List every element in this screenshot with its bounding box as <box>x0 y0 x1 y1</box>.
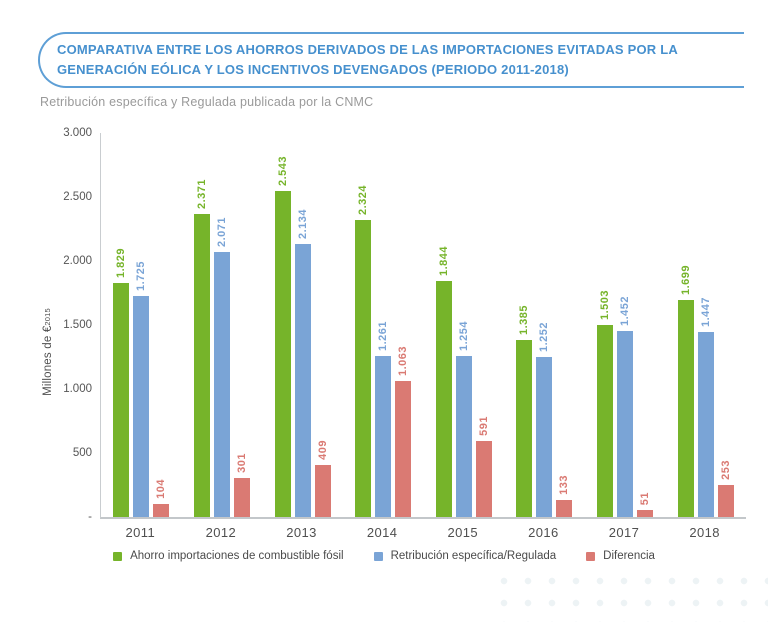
bar-value-label: 1.725 <box>135 260 147 291</box>
bar-value-label: 1.829 <box>115 247 127 278</box>
bar-2013-series-1 <box>295 244 311 517</box>
legend-item-0: Ahorro importaciones de combustible fósi… <box>113 550 344 562</box>
bar-2018-series-1 <box>698 332 714 517</box>
bar-2017-series-1 <box>617 331 633 517</box>
bar-2016-series-2 <box>556 500 572 517</box>
bar-2017-series-0 <box>597 325 613 517</box>
bar-2014-series-2 <box>395 381 411 517</box>
bar-value-label: 1.385 <box>518 304 530 335</box>
x-axis-label-2014: 2014 <box>366 525 398 540</box>
y-tick-label: 2.000 <box>63 255 92 267</box>
bar-2016-series-0 <box>516 340 532 517</box>
bar-value-label: 1.447 <box>700 296 712 327</box>
bar-value-label: 1.254 <box>458 320 470 351</box>
x-axis-label-2018: 2018 <box>689 525 720 540</box>
bar-2011-series-1 <box>133 296 149 517</box>
bar-2012-series-2 <box>234 478 250 517</box>
page-subtitle: Retribución específica y Regulada public… <box>40 95 374 109</box>
legend-item-2: Diferencia <box>586 550 655 562</box>
y-tick-label: 2.500 <box>63 191 92 203</box>
legend-item-1: Retribución específica/Regulada <box>373 550 557 562</box>
x-axis-label-2011: 2011 <box>125 525 156 540</box>
bar-2013-series-0 <box>275 191 291 517</box>
y-tick-label: 3.000 <box>63 127 92 139</box>
bar-2018-series-0 <box>678 300 694 517</box>
bar-value-label: 409 <box>317 440 329 460</box>
bar-value-label: 1.699 <box>680 264 692 295</box>
bar-value-label: 51 <box>639 491 651 505</box>
bar-value-label: 1.252 <box>538 321 550 352</box>
x-axis-label-2013: 2013 <box>286 525 317 540</box>
y-tick-label: 500 <box>72 447 92 459</box>
bar-2015-series-1 <box>456 356 472 517</box>
y-tick-label: - <box>88 511 92 523</box>
bar-2017-series-2 <box>637 510 653 517</box>
bar-value-label: 253 <box>720 460 732 480</box>
plot-area: 1.829 1.725 104 2.371 2.071 301 2.543 2.134 409 2… <box>100 133 746 519</box>
bar-2011-series-2 <box>153 504 169 517</box>
y-tick-label: 1.500 <box>63 319 92 331</box>
legend-label: Diferencia <box>603 550 655 562</box>
bar-value-label: 591 <box>478 416 490 436</box>
bar-2014-series-0 <box>355 220 371 517</box>
x-axis-label-2012: 2012 <box>205 525 237 540</box>
legend-swatch-icon <box>373 551 383 561</box>
bar-2016-series-1 <box>536 357 552 517</box>
title-box: COMPARATIVA ENTRE LOS AHORROS DERIVADOS … <box>38 32 744 88</box>
dot-pattern-decoration <box>488 566 768 622</box>
bar-2011-series-0 <box>113 283 129 517</box>
bar-2012-series-1 <box>214 252 230 517</box>
bar-value-label: 1.452 <box>619 295 631 326</box>
x-axis-label-2017: 2017 <box>608 525 640 540</box>
y-tick-label: 1.000 <box>63 383 92 395</box>
bar-value-label: 2.134 <box>297 208 309 239</box>
legend-swatch-icon <box>113 551 123 561</box>
bar-value-label: 2.071 <box>216 216 228 247</box>
bar-2015-series-2 <box>476 441 492 517</box>
bar-2012-series-0 <box>194 214 210 517</box>
bar-value-label: 133 <box>558 475 570 495</box>
bar-value-label: 1.063 <box>397 345 409 376</box>
bar-value-label: 1.844 <box>438 245 450 276</box>
legend-label: Ahorro importaciones de combustible fósi… <box>130 550 344 562</box>
page-title: COMPARATIVA ENTRE LOS AHORROS DERIVADOS … <box>57 41 678 77</box>
legend: Ahorro importaciones de combustible fósi… <box>0 550 768 562</box>
legend-label: Retribución específica/Regulada <box>390 550 557 562</box>
bar-value-label: 1.261 <box>377 320 389 351</box>
bar-value-label: 2.371 <box>196 178 208 209</box>
bar-value-label: 301 <box>236 453 248 473</box>
bar-2015-series-0 <box>436 281 452 517</box>
bar-2013-series-2 <box>315 465 331 517</box>
legend-swatch-icon <box>586 551 596 561</box>
bar-2018-series-2 <box>718 485 734 517</box>
x-axis-label-2016: 2016 <box>528 525 559 540</box>
bar-value-label: 2.324 <box>357 184 369 215</box>
x-axis-label-2015: 2015 <box>447 525 479 540</box>
bar-value-label: 104 <box>155 479 167 499</box>
bar-2014-series-1 <box>375 356 391 517</box>
bar-value-label: 2.543 <box>277 155 289 186</box>
bar-value-label: 1.503 <box>599 289 611 320</box>
